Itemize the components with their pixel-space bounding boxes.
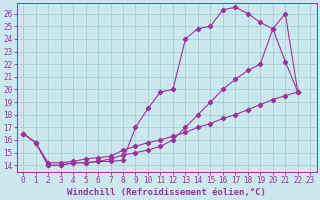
X-axis label: Windchill (Refroidissement éolien,°C): Windchill (Refroidissement éolien,°C) [67,188,266,197]
